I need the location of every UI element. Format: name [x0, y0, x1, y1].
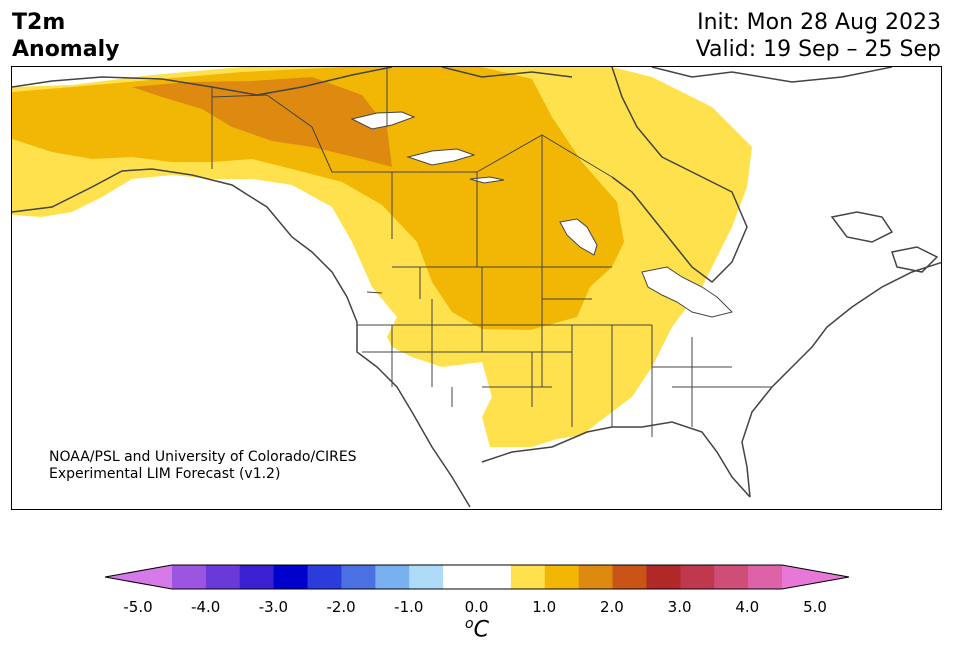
credit-text: NOAA/PSL and University of Colorado/CIRE… [49, 449, 357, 483]
credit-line-2: Experimental LIM Forecast (v1.2) [49, 466, 281, 482]
colorbar-segment [714, 565, 749, 589]
lake-great-bear [350, 111, 416, 130]
colorbar [104, 564, 850, 590]
colorbar-segment [544, 565, 580, 589]
coastline-east [741, 261, 941, 498]
colorbar-tick-label: -2.0 [326, 598, 356, 616]
colorbar-extend-high [782, 565, 849, 589]
title-variable: T2m [12, 10, 66, 35]
colorbar-segment [477, 565, 512, 589]
colorbar-tick-label: 5.0 [803, 598, 827, 616]
coastline-hudson [611, 67, 748, 283]
valid-dates: Valid: 19 Sep – 25 Sep [695, 37, 941, 62]
map-canvas [12, 67, 941, 508]
lake-winnipeg [559, 218, 598, 256]
anomaly-map [11, 66, 942, 510]
colorbar-segment [680, 565, 715, 589]
coastline-gulf [481, 421, 751, 498]
map-title: T2m Anomaly [12, 9, 119, 63]
colorbar-segment [375, 565, 410, 589]
colorbar-segment [612, 565, 647, 589]
great-lakes [641, 266, 733, 318]
colorbar-segment [748, 565, 783, 589]
colorbar-segment [239, 565, 275, 589]
init-date: Init: Mon 28 Aug 2023 [697, 10, 941, 35]
colorbar-segment [578, 565, 614, 589]
colorbar-tick-label: -3.0 [258, 598, 289, 616]
colorbar-segment [273, 565, 309, 589]
colorbar-extend-low [105, 565, 172, 589]
colorbar-segment [443, 565, 478, 589]
forecast-dates: Init: Mon 28 Aug 2023 Valid: 19 Sep – 25… [696, 9, 941, 63]
colorbar-segment [307, 565, 342, 589]
lake-athabasca [469, 176, 505, 184]
colorbar-tick-label: 4.0 [735, 598, 760, 616]
colorbar-segment [510, 565, 546, 589]
colorbar-segment [205, 565, 241, 589]
colorbar-tick-label: 1.0 [532, 598, 557, 616]
anomaly-region-dark [132, 77, 392, 167]
colorbar-unit: oC [465, 616, 489, 642]
colorbar-tick-label: 0.0 [464, 598, 489, 616]
colorbar-segment [646, 565, 681, 589]
unit-degree: o [465, 616, 474, 632]
colorbar-tick-label: 3.0 [667, 598, 692, 616]
political-borders [211, 67, 772, 437]
colorbar-segment [341, 565, 376, 589]
coastline-newfoundland [830, 211, 939, 273]
colorbar-segments [105, 565, 849, 589]
colorbar-tick-label: -4.0 [191, 598, 221, 616]
colorbar-segment [172, 565, 207, 589]
colorbar-tick-label: -1.0 [394, 598, 424, 616]
unit-celsius: C [473, 617, 489, 643]
colorbar-segment [409, 565, 444, 589]
lake-great-slave [406, 148, 476, 166]
colorbar-tick-label: -5.0 [123, 598, 153, 616]
colorbar-tick-label: 2.0 [599, 598, 624, 616]
coastline-west [12, 168, 471, 508]
colorbar-outline [104, 564, 850, 590]
title-anomaly: Anomaly [12, 37, 120, 62]
credit-line-1: NOAA/PSL and University of Colorado/CIRE… [49, 449, 357, 465]
anomaly-region-medium [12, 67, 624, 330]
